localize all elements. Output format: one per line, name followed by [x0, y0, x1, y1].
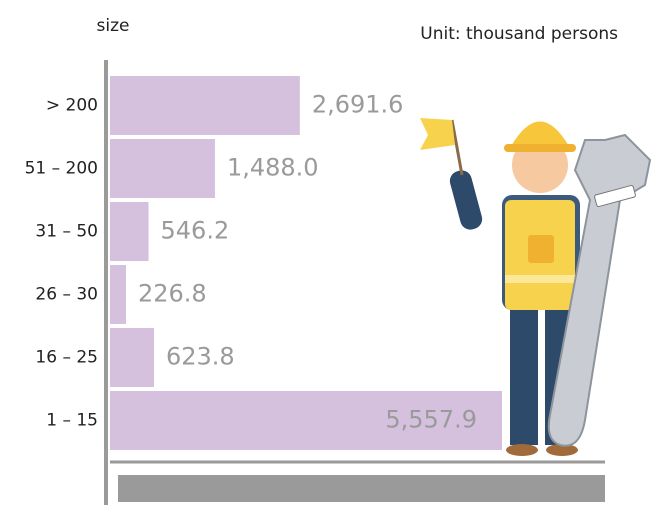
unit-label: Unit: thousand persons: [420, 24, 618, 44]
value-label: 546.2: [161, 217, 230, 245]
bar: [110, 328, 154, 387]
bars: > 200 2,691.6 51 – 200 1,488.0 31 – 50 546.2 2…: [25, 76, 502, 450]
bar: [110, 139, 215, 198]
value-label: 2,691.6: [312, 91, 404, 119]
bar: [110, 202, 149, 261]
value-label: 1,488.0: [227, 154, 319, 182]
y-tick-label: 26 – 30: [35, 285, 98, 305]
value-label: 226.8: [138, 280, 207, 308]
worker-illustration: [420, 118, 652, 456]
y-tick-label: 51 – 200: [25, 159, 98, 179]
base-bar: [118, 475, 605, 502]
value-label: 623.8: [166, 343, 235, 371]
y-tick-label: 16 – 25: [35, 348, 98, 368]
y-tick-label: > 200: [46, 96, 98, 116]
bar: [110, 76, 300, 135]
y-tick-label: 1 – 15: [46, 411, 98, 431]
value-label: 5,557.9: [385, 406, 477, 434]
axis-label: size: [97, 16, 130, 36]
bar: [110, 265, 126, 324]
y-tick-label: 31 – 50: [35, 222, 98, 242]
bar: [110, 391, 502, 450]
